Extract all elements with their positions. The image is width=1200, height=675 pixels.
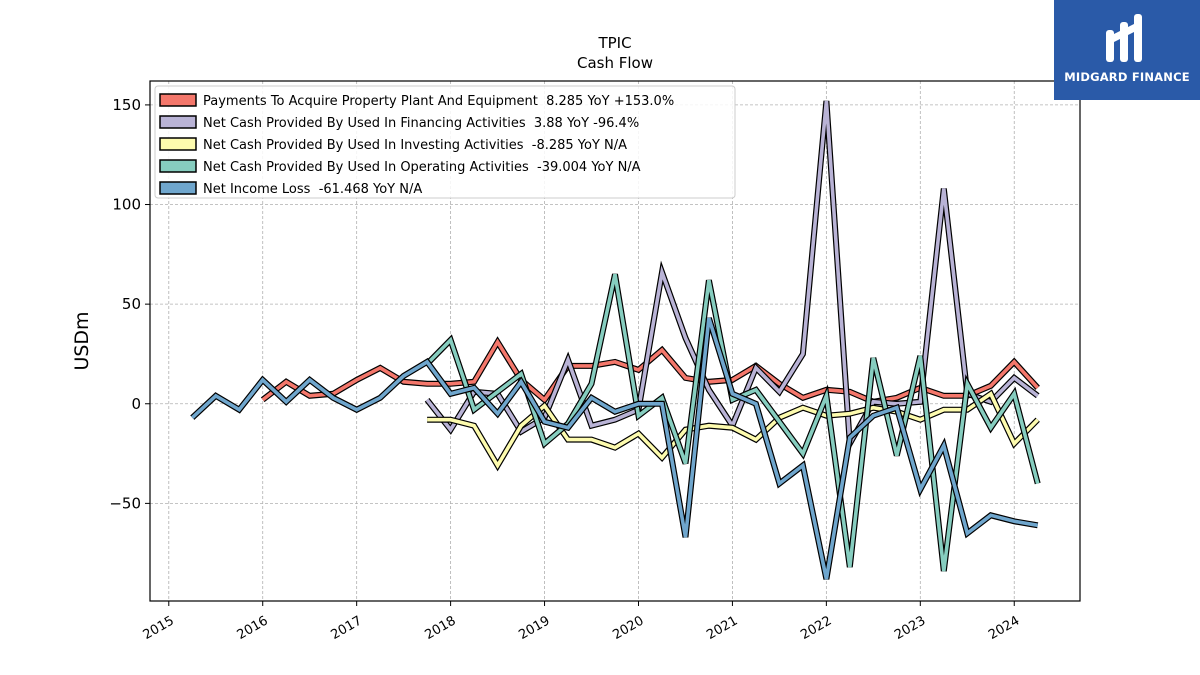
legend-label: Net Cash Provided By Used In Investing A… bbox=[203, 138, 627, 153]
legend-swatch bbox=[159, 181, 197, 195]
y-tick-label: 0 bbox=[131, 395, 141, 413]
x-tick-label: 2024 bbox=[986, 613, 1022, 643]
x-tick-label: 2016 bbox=[235, 613, 271, 643]
legend-label: Net Cash Provided By Used In Financing A… bbox=[203, 116, 639, 131]
y-tick-label: 50 bbox=[122, 295, 141, 313]
legend-swatch bbox=[159, 115, 197, 129]
legend-label: Payments To Acquire Property Plant And E… bbox=[203, 94, 674, 109]
legend-swatch bbox=[159, 93, 197, 107]
x-axis: 2015 2016 2017 2018 2019 2020 2021 2022 2023 2024 bbox=[141, 601, 1022, 643]
legend-label: Net Cash Provided By Used In Operating A… bbox=[203, 160, 641, 175]
x-tick-label: 2015 bbox=[141, 613, 177, 643]
x-tick-label: 2023 bbox=[892, 613, 928, 643]
legend-swatch bbox=[159, 137, 197, 151]
series-stroke bbox=[191, 317, 1039, 580]
x-tick-label: 2021 bbox=[704, 613, 740, 643]
series-line bbox=[427, 389, 1040, 472]
x-tick-label: 2022 bbox=[798, 613, 834, 643]
x-tick-label: 2018 bbox=[422, 613, 458, 643]
plot-frame bbox=[149, 80, 1081, 602]
brand-name: MIDGARD FINANCE bbox=[1064, 70, 1190, 84]
y-tick-label: 100 bbox=[112, 196, 141, 214]
brand-mark-icon bbox=[1106, 14, 1142, 62]
series-lines bbox=[190, 100, 1041, 580]
legend-label: Net Income Loss -61.468 YoY N/A bbox=[203, 182, 422, 197]
legend-swatch bbox=[159, 159, 197, 173]
legend-box bbox=[154, 85, 736, 199]
y-tick-label: 150 bbox=[112, 96, 141, 114]
y-axis-label: USDm bbox=[71, 311, 93, 370]
y-tick-label: −50 bbox=[109, 494, 141, 512]
x-tick-label: 2017 bbox=[329, 613, 365, 643]
legend: Payments To Acquire Property Plant And E… bbox=[154, 85, 736, 199]
x-tick-label: 2020 bbox=[610, 613, 646, 643]
chart-subtitle: Cash Flow bbox=[577, 54, 653, 72]
x-tick-label: 2019 bbox=[516, 613, 552, 643]
brand-logo: MIDGARD FINANCE bbox=[1054, 0, 1200, 100]
chart-title: TPIC bbox=[597, 34, 631, 52]
y-axis: 150 100 50 0 −50 bbox=[109, 96, 150, 512]
series-line bbox=[190, 317, 1039, 580]
series-stroke bbox=[427, 391, 1039, 470]
